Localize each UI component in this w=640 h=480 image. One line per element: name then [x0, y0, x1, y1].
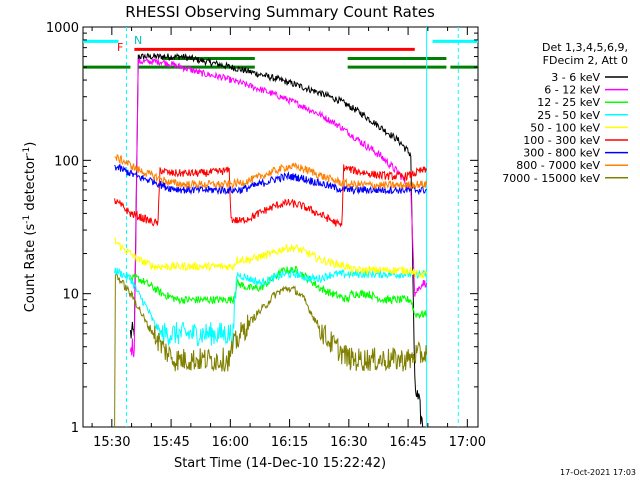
legend-entry-label: 25 - 50 keV: [537, 109, 600, 122]
legend-header-2: FDecim 2, Att 0: [543, 54, 628, 67]
x-tick-label: 17:00: [449, 435, 486, 450]
legend-entry-label: 800 - 7000 keV: [516, 159, 600, 172]
vlines: [125, 27, 459, 427]
flag-bars: [83, 39, 478, 69]
timestamp: 17-Oct-2021 17:03: [560, 468, 636, 477]
series-line: [114, 237, 428, 279]
x-tick-label: 16:45: [389, 435, 426, 450]
x-tick-label: 16:15: [271, 435, 308, 450]
series-line: [129, 52, 424, 428]
series-layer: [114, 52, 428, 428]
legend-entry-label: 6 - 12 keV: [544, 84, 600, 97]
legend-entry-label: 50 - 100 keV: [530, 121, 600, 134]
legend-header-1: Det 1,3,4,5,6,9,: [542, 41, 628, 54]
plot-area: [82, 26, 479, 428]
legend-entry-label: 300 - 800 keV: [523, 147, 600, 160]
series-line: [129, 57, 428, 358]
legend-entry-label: 12 - 25 keV: [537, 96, 600, 109]
series-line: [114, 153, 428, 190]
series-line: [114, 164, 428, 228]
series-line: [114, 163, 427, 196]
x-tick-label: 15:30: [93, 435, 130, 450]
y-tick-label: 100: [54, 154, 79, 169]
x-axis-label: Start Time (14-Dec-10 15:22:42): [174, 456, 386, 471]
legend-entry-label: 100 - 300 keV: [523, 134, 600, 147]
y-tick-label: 1: [71, 421, 79, 436]
x-tick-label: 16:30: [330, 435, 367, 450]
series-line: [114, 267, 428, 347]
y-ticks: 1 10 100 1000: [46, 21, 478, 436]
x-ticks: 15:30 15:45 16:00 16:15 16:30 16:45 17:00: [91, 27, 486, 450]
series-line: [114, 274, 428, 428]
chart-title: RHESSI Observing Summary Count Rates: [125, 3, 435, 21]
flag-f-label: F: [117, 41, 123, 54]
legend-entry-label: 3 - 6 keV: [551, 71, 600, 84]
y-axis-label: Count Rate (s-1 detector-1): [22, 142, 38, 313]
x-tick-label: 15:45: [152, 435, 189, 450]
y-tick-label: 1000: [46, 21, 79, 36]
y-tick-label: 10: [62, 288, 79, 303]
x-tick-label: 16:00: [212, 435, 249, 450]
flag-n-label: N: [134, 34, 142, 47]
series-line: [129, 265, 428, 320]
legend-entry-label: 7000 - 15000 keV: [502, 172, 600, 185]
